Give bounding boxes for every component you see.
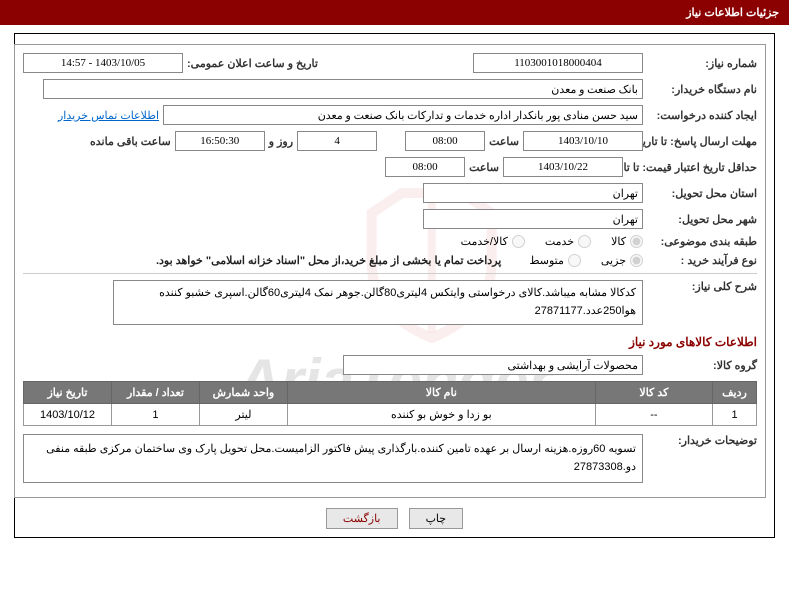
buyer-contact-link[interactable]: اطلاعات تماس خریدار bbox=[58, 109, 159, 122]
back-button[interactable]: بازگشت bbox=[326, 508, 398, 529]
validity-label: حداقل تاریخ اعتبار قیمت: تا تاریخ: bbox=[627, 161, 757, 174]
announce-date-label: تاریخ و ساعت اعلان عمومی: bbox=[187, 57, 318, 70]
validity-date-field bbox=[503, 157, 623, 177]
commodity-table: ردیفکد کالانام کالاواحد شمارشتعداد / مقد… bbox=[23, 381, 757, 426]
announce-date-field bbox=[23, 53, 183, 73]
need-no-field bbox=[473, 53, 643, 73]
commodity-group-label: گروه کالا: bbox=[647, 359, 757, 372]
buyer-notes-box: تسویه 60روزه.هزینه ارسال بر عهده تامین ک… bbox=[23, 434, 643, 483]
main-frame: شماره نیاز: تاریخ و ساعت اعلان عمومی: نا… bbox=[14, 33, 775, 538]
table-header: واحد شمارش bbox=[199, 382, 287, 404]
reply-date-field bbox=[523, 131, 643, 151]
subject-radio-group: کالا خدمت کالا/خدمت bbox=[461, 235, 643, 248]
remaining-days-field bbox=[297, 131, 377, 151]
table-header: تعداد / مقدار bbox=[111, 382, 199, 404]
province-label: استان محل تحویل: bbox=[647, 187, 757, 200]
purchase-radio-0[interactable]: جزیی bbox=[601, 254, 643, 267]
time-label-1: ساعت bbox=[489, 135, 519, 148]
province-field bbox=[423, 183, 643, 203]
days-and-label: روز و bbox=[269, 135, 293, 148]
remaining-clock-field bbox=[175, 131, 265, 151]
buyer-org-field bbox=[43, 79, 643, 99]
need-no-label: شماره نیاز: bbox=[647, 57, 757, 70]
reply-deadline-label: مهلت ارسال پاسخ: تا تاریخ: bbox=[647, 135, 757, 148]
purchase-type-label: نوع فرآیند خرید : bbox=[647, 254, 757, 267]
validity-time-field bbox=[385, 157, 465, 177]
commodity-group-field bbox=[343, 355, 643, 375]
subject-class-label: طبقه بندی موضوعی: bbox=[647, 235, 757, 248]
commodity-section-header: اطلاعات کالاهای مورد نیاز bbox=[23, 335, 757, 349]
page-title: جزئیات اطلاعات نیاز bbox=[0, 0, 789, 25]
subject-radio-0[interactable]: کالا bbox=[611, 235, 643, 248]
table-header: ردیف bbox=[713, 382, 757, 404]
summary-box: کدکالا مشابه میباشد.کالای درخواستی وایتک… bbox=[113, 280, 643, 325]
subject-radio-2[interactable]: کالا/خدمت bbox=[461, 235, 525, 248]
purchase-radio-group: جزیی متوسط bbox=[529, 254, 643, 267]
buyer-org-label: نام دستگاه خریدار: bbox=[647, 83, 757, 96]
remaining-time-label: ساعت باقی مانده bbox=[90, 135, 171, 148]
buyer-notes-label: توضیحات خریدار: bbox=[647, 434, 757, 447]
reply-time-field bbox=[405, 131, 485, 151]
table-header: کد کالا bbox=[595, 382, 712, 404]
time-label-2: ساعت bbox=[469, 161, 499, 174]
city-field bbox=[423, 209, 643, 229]
subject-radio-1[interactable]: خدمت bbox=[545, 235, 591, 248]
print-button[interactable]: چاپ bbox=[409, 508, 464, 529]
purchase-note: پرداخت تمام یا بخشی از مبلغ خرید،از محل … bbox=[156, 254, 501, 267]
creator-field bbox=[163, 105, 643, 125]
table-header: نام کالا bbox=[287, 382, 595, 404]
table-row: 1--بو زدا و خوش بو کنندهلیتر11403/10/12 bbox=[24, 404, 757, 426]
creator-label: ایجاد کننده درخواست: bbox=[647, 109, 757, 122]
summary-label: شرح کلی نیاز: bbox=[647, 280, 757, 293]
city-label: شهر محل تحویل: bbox=[647, 213, 757, 226]
purchase-radio-1[interactable]: متوسط bbox=[529, 254, 581, 267]
table-header: تاریخ نیاز bbox=[24, 382, 112, 404]
